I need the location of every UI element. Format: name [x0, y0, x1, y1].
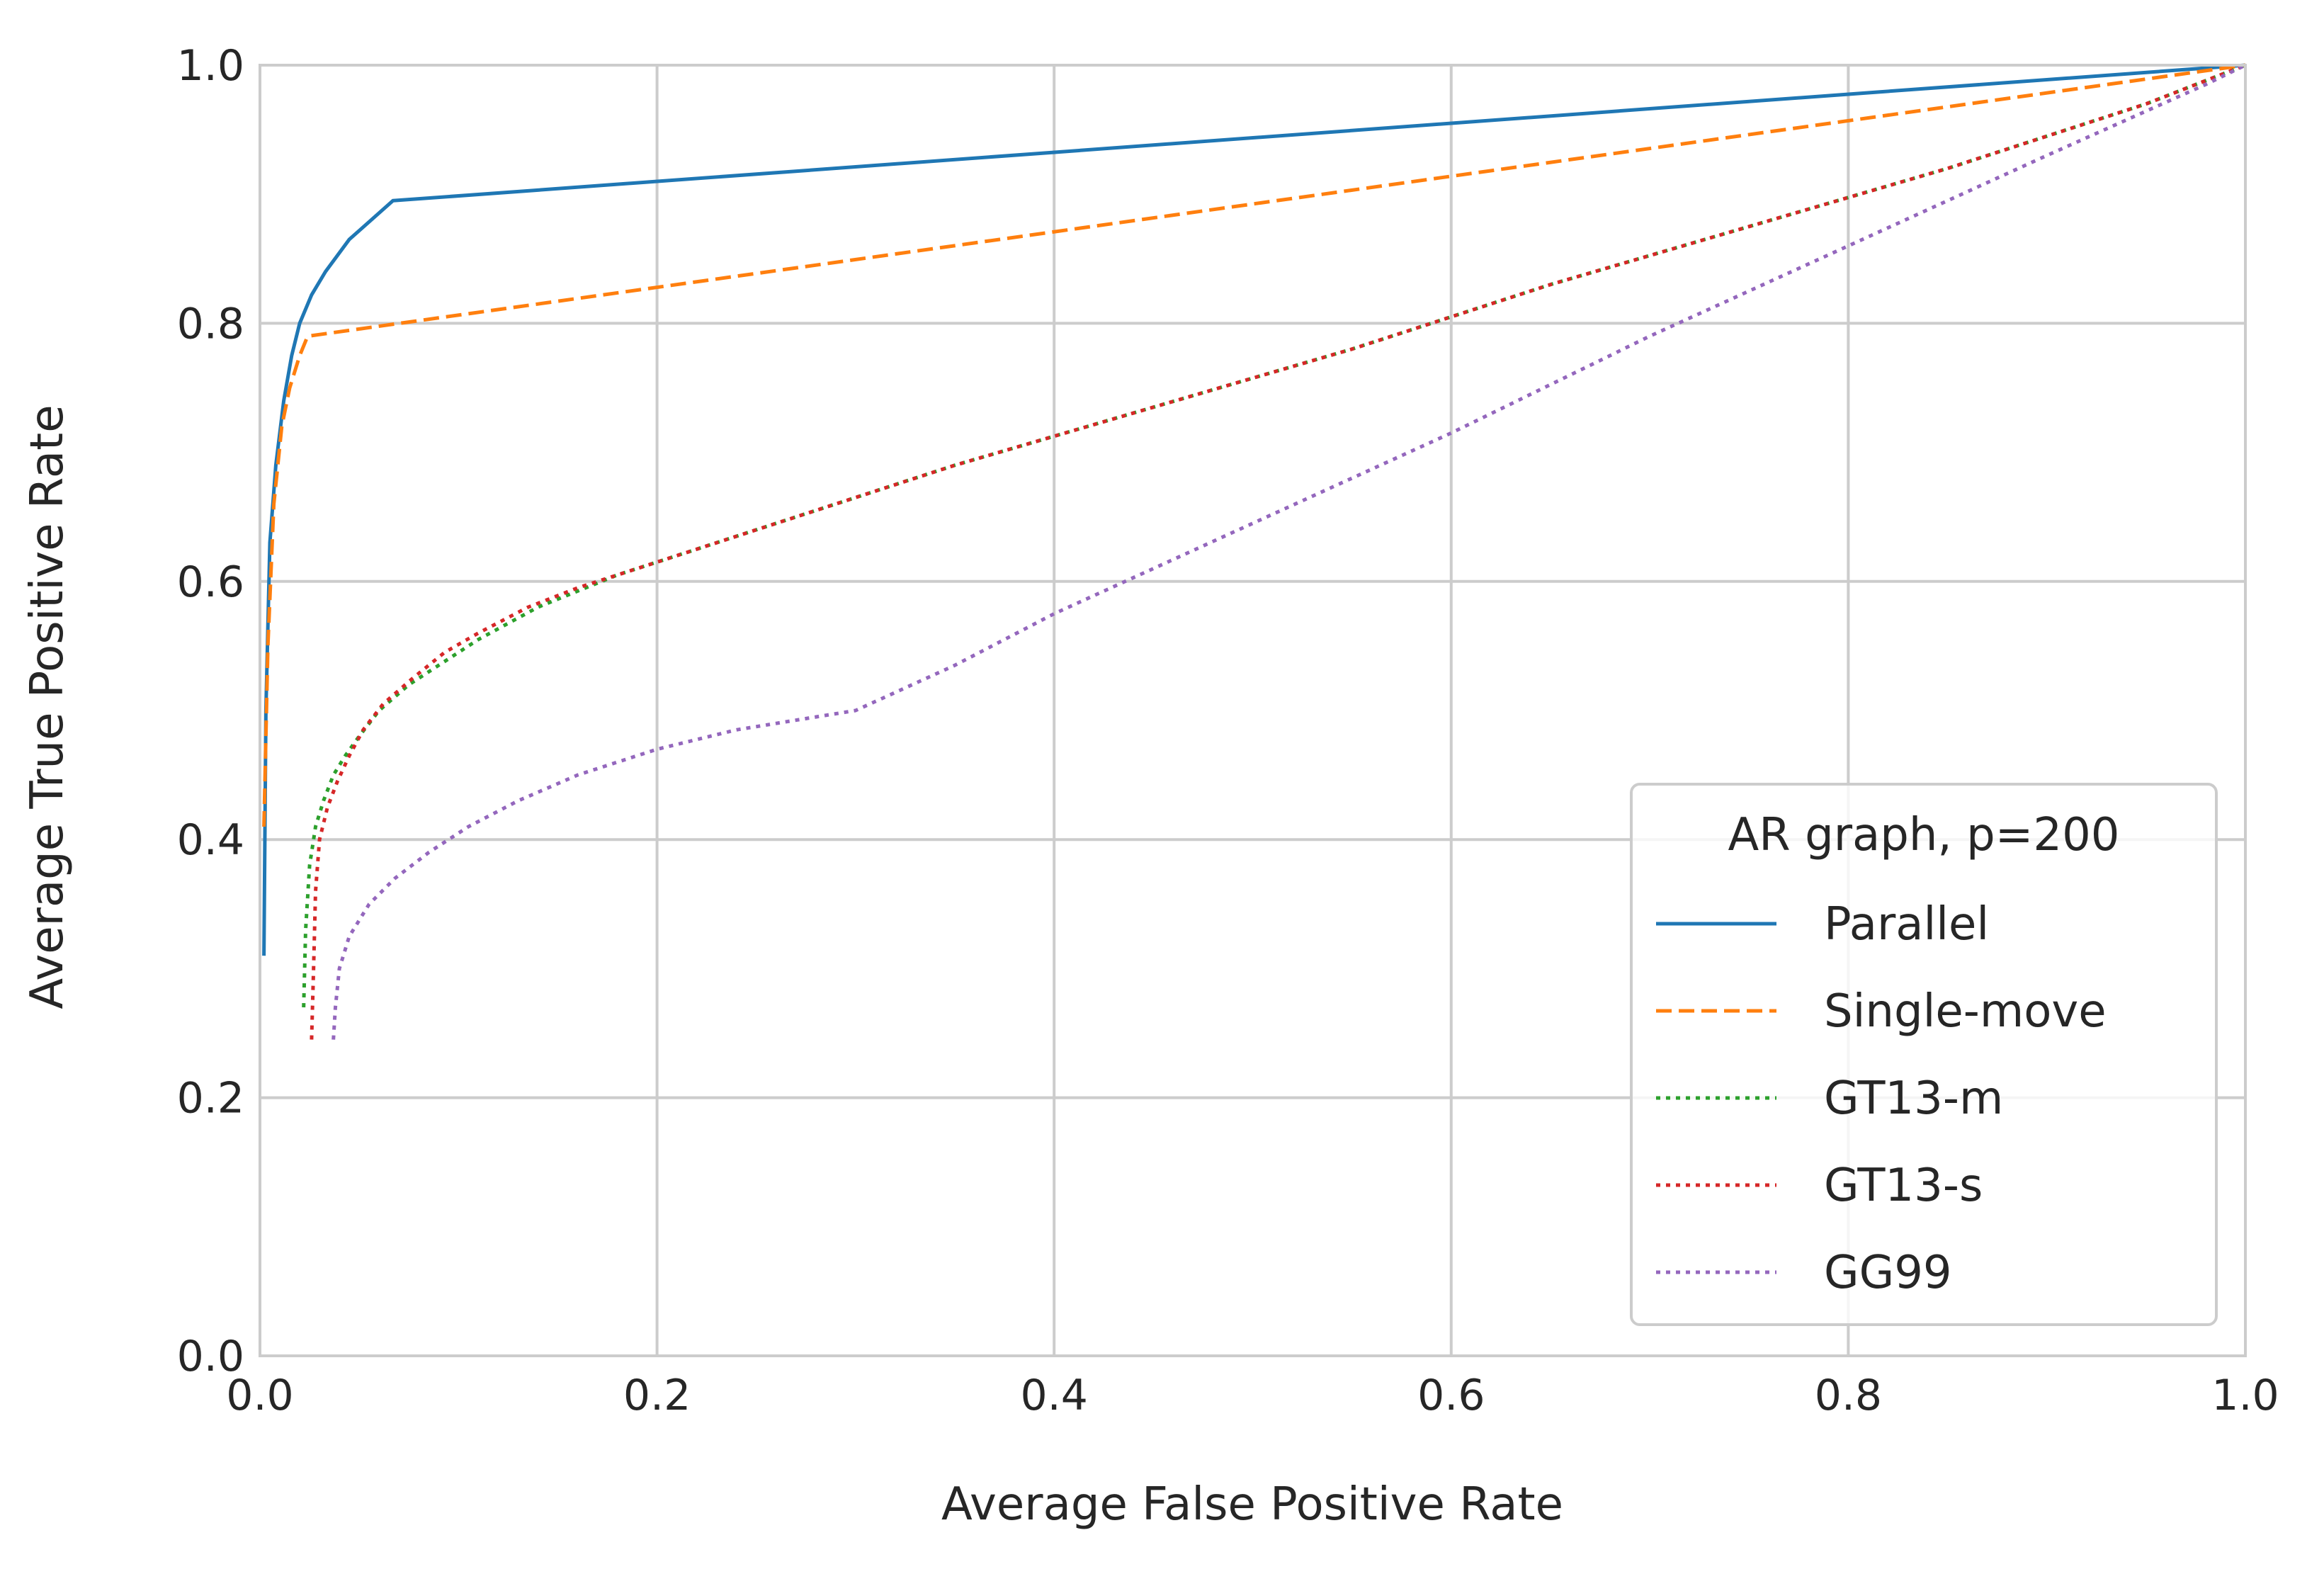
series-line-single-move [262, 63, 2246, 827]
y-tick-label: 0.4 [177, 815, 244, 865]
legend-title: AR graph, p=200 [1728, 809, 2119, 861]
y-tick-label: 0.6 [177, 557, 244, 607]
legend-entries: Parallel Single-move GT13-m GT13-s GG99 [1656, 898, 2107, 1299]
legend: AR graph, p=200 Parallel Single-move GT13-… [1630, 783, 2218, 1326]
x-tick-label: 0.8 [1815, 1371, 1882, 1420]
x-axis-label: Average False Positive Rate [941, 1478, 1563, 1531]
series-layer [262, 63, 2247, 1040]
x-tick-label: 1.0 [2211, 1371, 2279, 1420]
legend-label: Parallel [1824, 898, 1989, 951]
legend-label: GT13-m [1824, 1072, 2003, 1125]
x-tick-label: 0.4 [1020, 1371, 1087, 1420]
x-tick-label: 0.2 [623, 1371, 691, 1420]
y-tick-label: 0.0 [177, 1332, 244, 1381]
x-tick-label: 0.0 [226, 1371, 293, 1420]
legend-label: GG99 [1824, 1247, 1952, 1299]
grid-layer [259, 64, 2247, 1357]
plot-area-border [259, 64, 2247, 1357]
series-line-gt13-s [310, 63, 2246, 1040]
legend-box [1630, 783, 2218, 1326]
legend-label: GT13-s [1824, 1160, 1983, 1212]
y-axis-label: Average True Positive Rate [21, 404, 74, 1009]
x-tick-label: 0.6 [1417, 1371, 1485, 1420]
y-tick-label: 1.0 [177, 41, 244, 91]
plot-frame [259, 64, 2247, 1357]
y-tick-label: 0.2 [177, 1074, 244, 1123]
tick-labels: 0.0 0.2 0.4 0.6 0.8 1.0 0.0 0.2 0.4 0.6 0.8 1.0 [177, 41, 2279, 1420]
series-line-parallel [262, 63, 2246, 956]
legend-label: Single-move [1824, 985, 2107, 1038]
series-line-gg99 [331, 63, 2247, 1040]
y-tick-label: 0.8 [177, 299, 244, 349]
